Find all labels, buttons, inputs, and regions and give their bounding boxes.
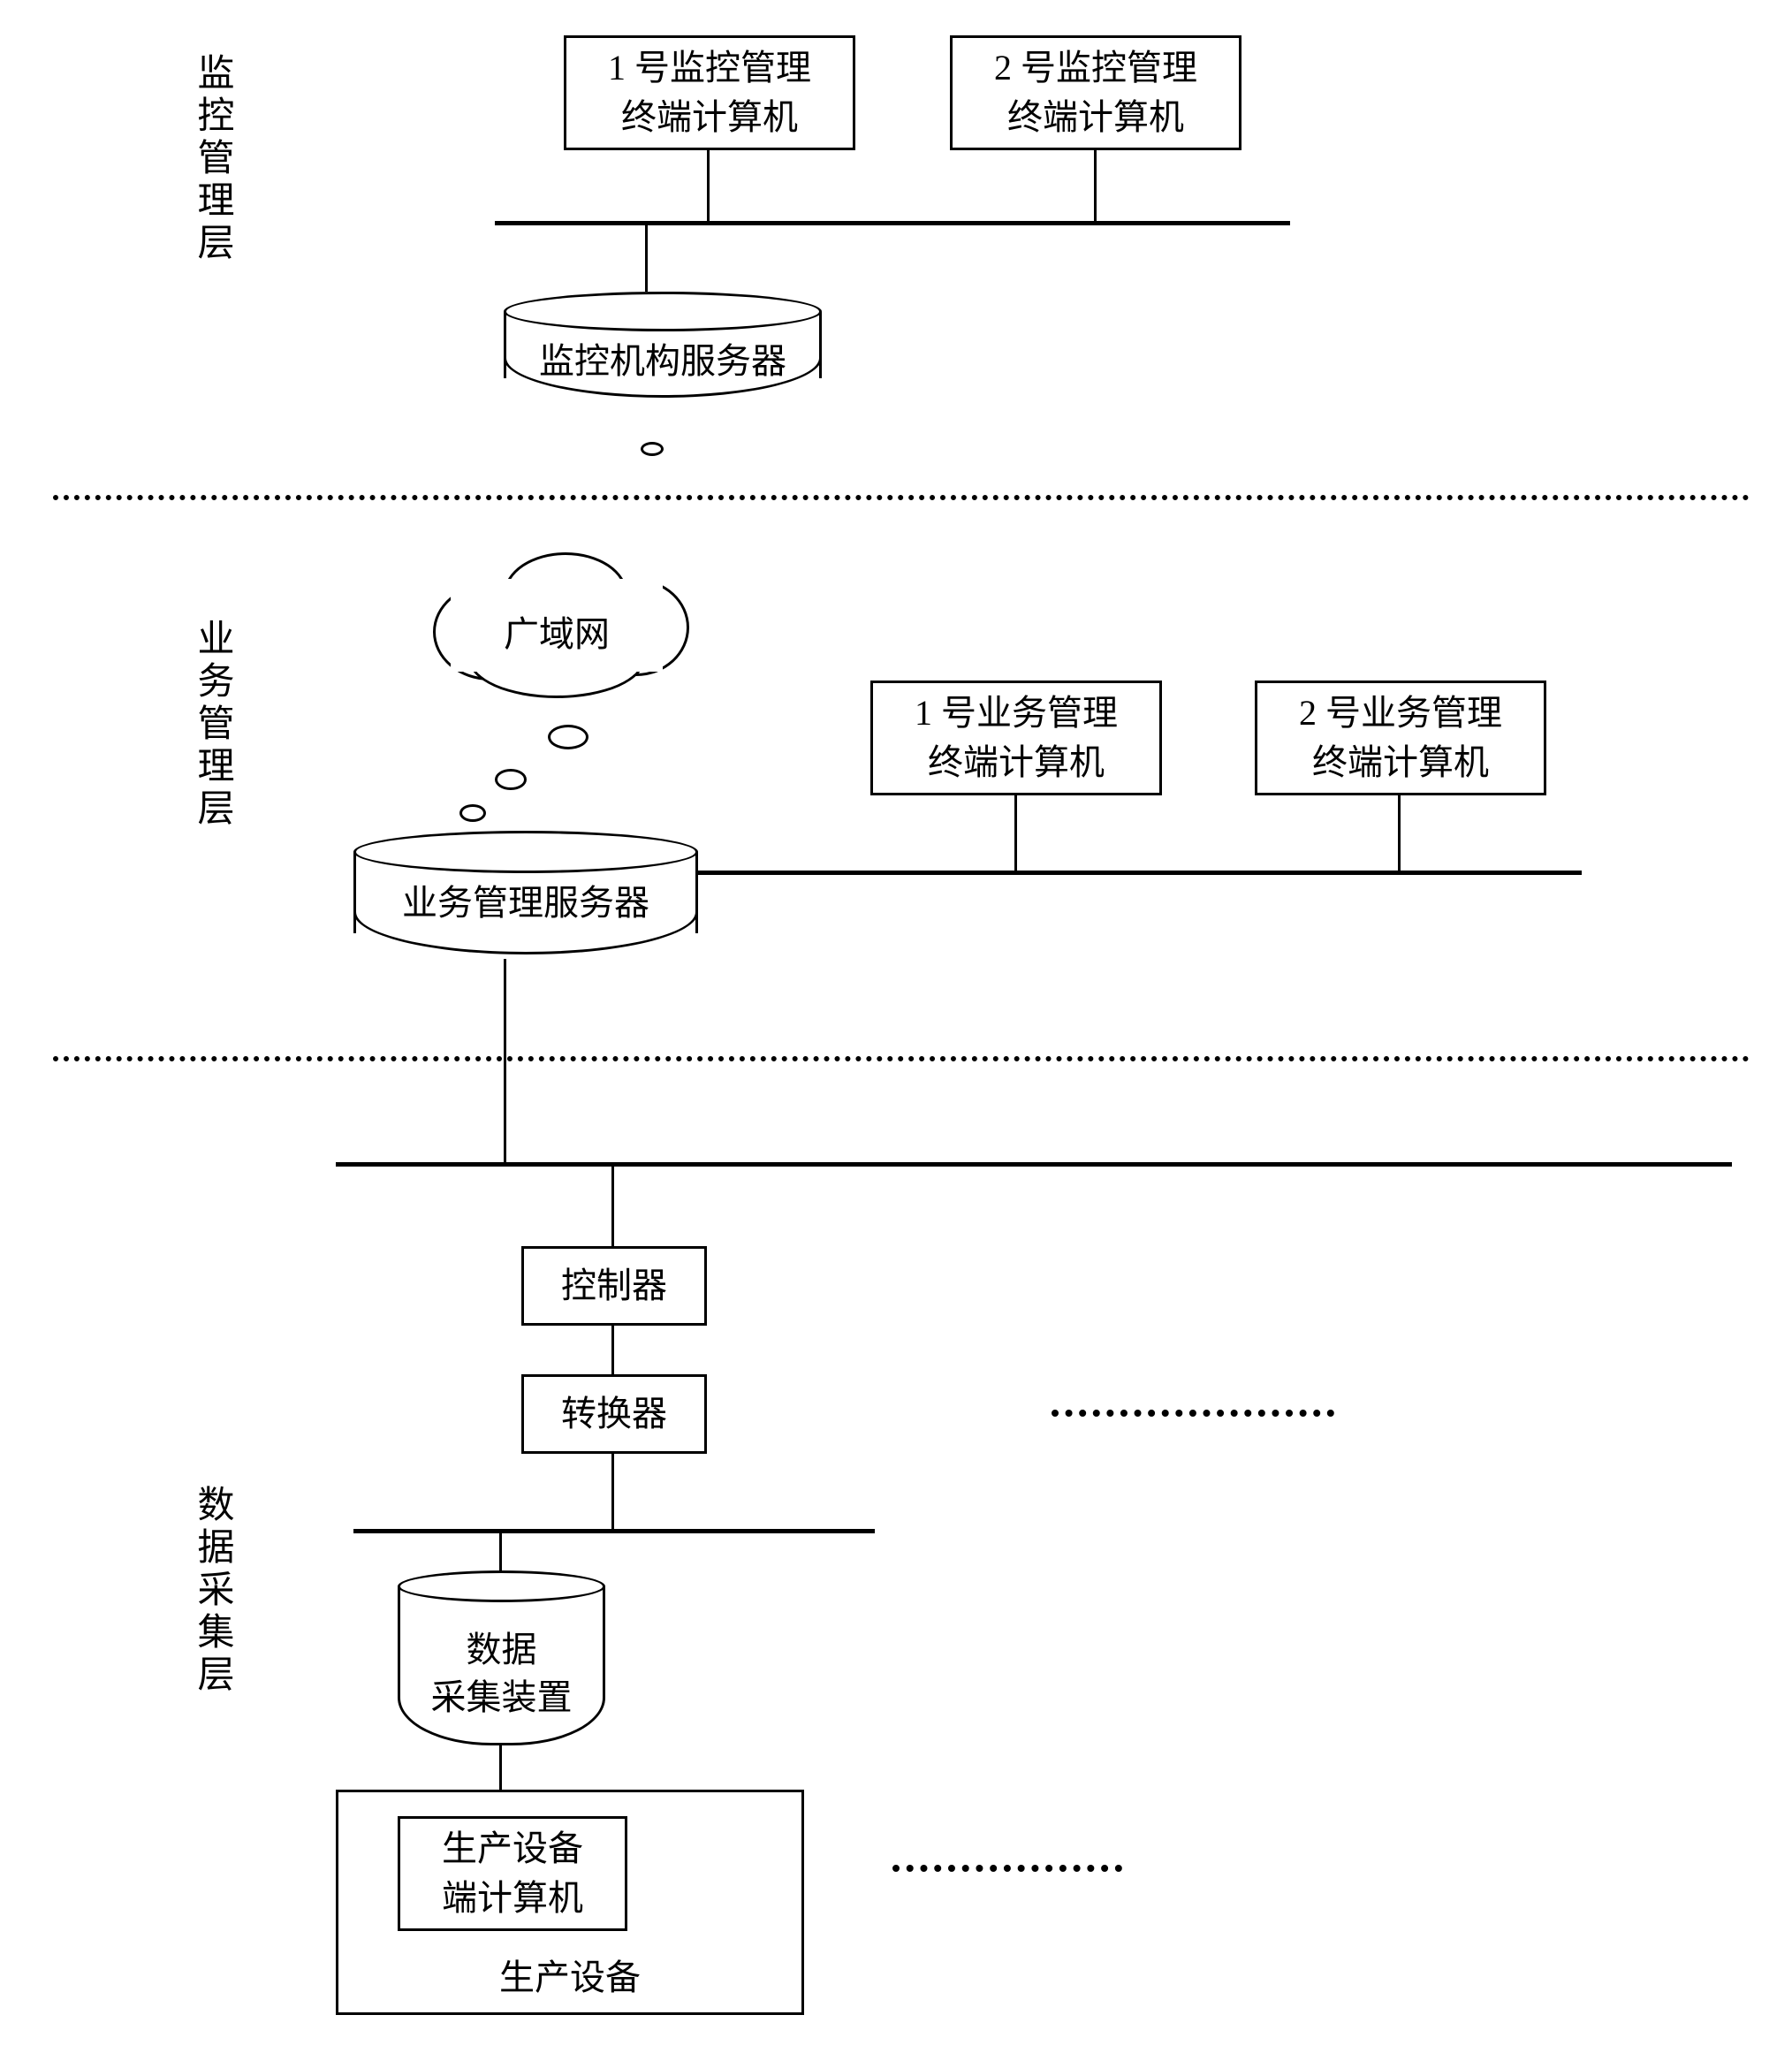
monitor-server-label: 监控机构服务器 bbox=[504, 338, 822, 384]
converter-down bbox=[611, 1454, 614, 1529]
business-server: 业务管理服务器 bbox=[353, 831, 698, 954]
data-bus bbox=[336, 1162, 1732, 1167]
daq-down bbox=[499, 1745, 502, 1790]
monitor-server-drop bbox=[645, 225, 648, 292]
monitor-terminal-2: 2 号监控管理 终端计算机 bbox=[950, 35, 1241, 150]
controller-box: 控制器 bbox=[521, 1246, 707, 1326]
monitor-terminal-1: 1 号监控管理 终端计算机 bbox=[564, 35, 855, 150]
monitor-server: 监控机构服务器 bbox=[504, 292, 822, 398]
wan-cloud: 广域网 bbox=[415, 548, 698, 698]
data-layer-label: 数据采集层 bbox=[186, 1485, 239, 1759]
monitor-drop-2 bbox=[1094, 150, 1097, 221]
converter-box: 转换器 bbox=[521, 1374, 707, 1454]
production-equipment-label: 生产设备 bbox=[336, 1949, 804, 2000]
business-terminal-1: 1 号业务管理 终端计算机 bbox=[870, 681, 1162, 795]
monitor-layer-label: 监控管理层 bbox=[186, 53, 239, 327]
ellipsis-icon bbox=[892, 1865, 1122, 1872]
wan-bubble bbox=[548, 725, 588, 749]
business-drop-1 bbox=[1014, 795, 1017, 871]
data-mini-bus bbox=[353, 1529, 875, 1533]
business-bus bbox=[742, 871, 1582, 875]
daq-device-label: 数据 采集装置 bbox=[400, 1626, 603, 1722]
controller-converter-link bbox=[611, 1326, 614, 1374]
monitor-bus bbox=[495, 221, 1290, 225]
production-equipment-pc: 生产设备 端计算机 bbox=[398, 1816, 627, 1931]
wan-bubble bbox=[641, 442, 664, 456]
business-server-label: 业务管理服务器 bbox=[353, 880, 698, 926]
ellipsis-icon bbox=[1052, 1410, 1334, 1417]
business-terminal-2: 2 号业务管理 终端计算机 bbox=[1255, 681, 1546, 795]
daq-device: 数据 采集装置 bbox=[398, 1586, 605, 1745]
monitor-drop-1 bbox=[707, 150, 710, 221]
controller-drop bbox=[611, 1167, 614, 1246]
business-layer-label: 业务管理层 bbox=[186, 619, 239, 893]
wan-cloud-label: 广域网 bbox=[415, 605, 698, 657]
business-server-link bbox=[698, 871, 742, 875]
business-drop-2 bbox=[1398, 795, 1401, 871]
section-divider bbox=[53, 495, 1750, 500]
section-divider bbox=[53, 1056, 1750, 1061]
business-server-down bbox=[504, 959, 506, 1162]
wan-bubble bbox=[459, 804, 486, 822]
wan-bubble bbox=[495, 769, 527, 790]
